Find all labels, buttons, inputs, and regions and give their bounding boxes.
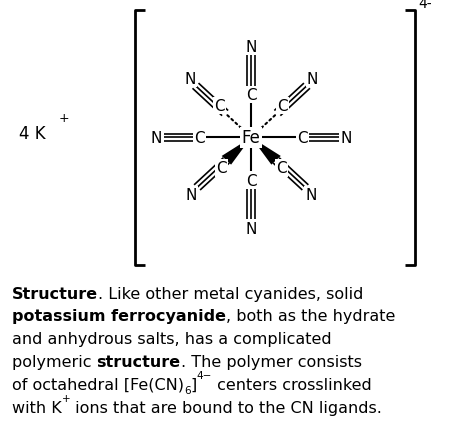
Text: C: C: [216, 161, 227, 176]
Text: C: C: [277, 99, 288, 114]
Text: C: C: [298, 131, 308, 145]
Text: N: N: [340, 131, 351, 145]
Text: 4−: 4−: [197, 370, 212, 380]
Text: potassium ferrocyanide: potassium ferrocyanide: [12, 309, 226, 324]
Text: C: C: [215, 99, 225, 114]
Text: . The polymer consists: . The polymer consists: [181, 354, 362, 369]
Text: centers crosslinked: centers crosslinked: [212, 377, 372, 392]
Text: Structure: Structure: [12, 286, 98, 301]
Text: with K: with K: [12, 400, 62, 415]
Text: C: C: [246, 173, 256, 188]
Text: 4 K: 4 K: [19, 124, 46, 143]
Text: 4-: 4-: [419, 0, 432, 11]
Text: +: +: [62, 392, 70, 403]
Text: +: +: [58, 112, 69, 125]
Text: , both as the hydrate: , both as the hydrate: [226, 309, 395, 324]
Text: N: N: [307, 71, 319, 86]
Text: C: C: [276, 161, 287, 176]
Text: structure: structure: [97, 354, 181, 369]
Text: polymeric: polymeric: [12, 354, 97, 369]
Text: N: N: [186, 188, 197, 203]
Text: of octahedral [Fe(CN): of octahedral [Fe(CN): [12, 377, 184, 392]
Text: C: C: [194, 131, 205, 145]
Text: and anhydrous salts, has a complicated: and anhydrous salts, has a complicated: [12, 332, 331, 346]
Polygon shape: [222, 138, 251, 165]
Text: ]: ]: [191, 377, 197, 392]
Text: Fe: Fe: [242, 129, 261, 147]
Text: ions that are bound to the CN ligands.: ions that are bound to the CN ligands.: [70, 400, 382, 415]
Text: . Like other metal cyanides, solid: . Like other metal cyanides, solid: [98, 286, 364, 301]
Text: C: C: [246, 88, 256, 102]
Text: N: N: [246, 221, 257, 236]
Polygon shape: [251, 138, 281, 165]
Text: N: N: [184, 71, 195, 86]
Text: N: N: [305, 188, 317, 203]
Text: N: N: [151, 131, 163, 145]
Text: 6: 6: [184, 385, 191, 395]
Text: N: N: [246, 40, 257, 55]
